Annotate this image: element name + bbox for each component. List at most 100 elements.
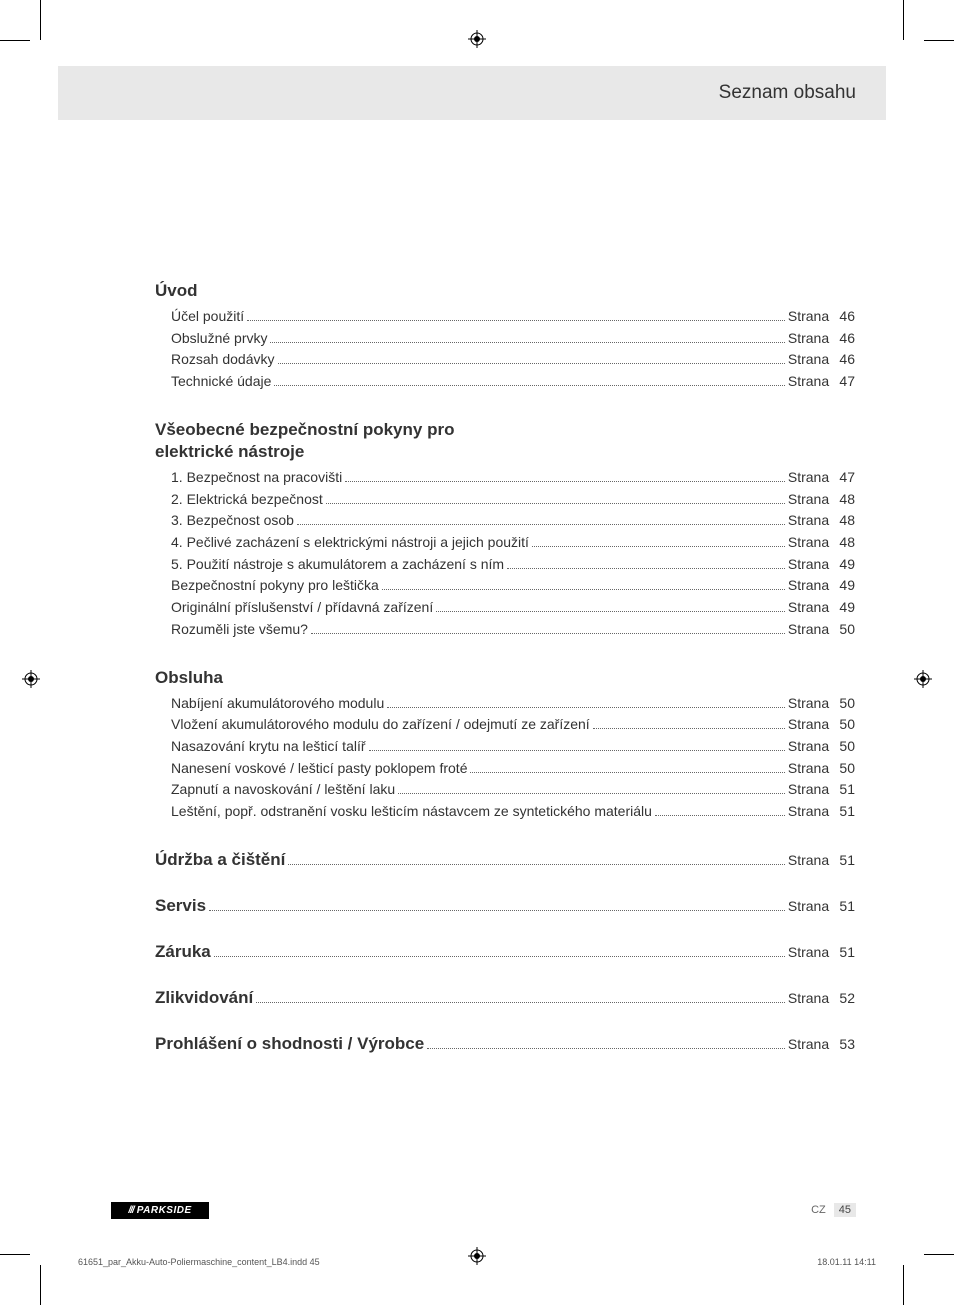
- registration-mark-icon: [468, 30, 486, 48]
- toc-row: 4. Pečlivé zacházení s elektrickými nást…: [155, 532, 855, 554]
- section-title: Údržba a čištění: [155, 849, 285, 871]
- toc-leader: [427, 1048, 785, 1049]
- toc-page-num: 50: [833, 714, 855, 736]
- toc-row: 5. Použití nástroje s akumulátorem a zac…: [155, 554, 855, 576]
- crop-mark: [40, 0, 41, 40]
- toc-leader: [311, 633, 785, 634]
- toc-row: Bezpečnostní pokyny pro leštičkaStrana 4…: [155, 575, 855, 597]
- toc-label: 2. Elektrická bezpečnost: [171, 489, 323, 511]
- toc-page-word: Strana: [788, 349, 829, 371]
- toc-row: Zapnutí a navoskování / leštění lakuStra…: [155, 779, 855, 801]
- toc-row: Leštění, popř. odstranění vosku lešticím…: [155, 801, 855, 823]
- toc-page-num: 51: [833, 898, 855, 914]
- toc-page-num: 46: [833, 328, 855, 350]
- toc-row: Rozuměli jste všemu?Strana 50: [155, 619, 855, 641]
- toc-row: Nabíjení akumulátorového modulu Strana 50: [155, 693, 855, 715]
- toc-leader: [326, 503, 785, 504]
- toc-leader: [209, 910, 785, 911]
- toc-page-num: 48: [833, 510, 855, 532]
- toc-page-num: 50: [833, 693, 855, 715]
- toc-page-word: Strana: [788, 693, 829, 715]
- toc-row: Technické údajeStrana 47: [155, 371, 855, 393]
- section-udrzba: Údržba a čištěníStrana 51: [155, 849, 855, 871]
- toc-leader: [655, 815, 785, 816]
- section-zaruka: ZárukaStrana 51: [155, 941, 855, 963]
- crop-mark: [40, 1265, 41, 1305]
- toc-page-num: 51: [833, 944, 855, 960]
- toc-label: Bezpečnostní pokyny pro leštička: [171, 575, 379, 597]
- toc-page-num: 48: [833, 532, 855, 554]
- registration-mark-icon: [22, 670, 40, 688]
- toc-row: Vložení akumulátorového modulu do zaříze…: [155, 714, 855, 736]
- toc-page-num: 50: [833, 758, 855, 780]
- toc-page-word: Strana: [788, 328, 829, 350]
- toc-label: 4. Pečlivé zacházení s elektrickými nást…: [171, 532, 529, 554]
- header-title: Seznam obsahu: [719, 82, 856, 104]
- toc-leader: [278, 363, 785, 364]
- section-bezpecnost: Všeobecné bezpečnostní pokyny proelektri…: [155, 419, 855, 641]
- toc-label: Rozuměli jste všemu?: [171, 619, 308, 641]
- toc-leader: [297, 524, 785, 525]
- toc-leader: [470, 772, 784, 773]
- toc-row: Originální příslušenství / přídavná zaří…: [155, 597, 855, 619]
- toc-label: Zapnutí a navoskování / leštění laku: [171, 779, 395, 801]
- section-title-text: Všeobecné bezpečnostní pokyny proelektri…: [155, 420, 454, 461]
- toc-row: Nanesení voskové / lešticí pasty poklope…: [155, 758, 855, 780]
- section-title: Obsluha: [155, 667, 855, 689]
- toc-label: Obslužné prvky: [171, 328, 267, 350]
- section-servis: Servis Strana 51: [155, 895, 855, 917]
- toc-page-num: 48: [833, 489, 855, 511]
- section-uvod: Úvod Účel použitíStrana 46 Obslužné prvk…: [155, 280, 855, 393]
- toc-page-word: Strana: [788, 1036, 829, 1052]
- toc-leader: [274, 385, 784, 386]
- toc-label: 3. Bezpečnost osob: [171, 510, 294, 532]
- section-title: Zlikvidování: [155, 987, 253, 1009]
- toc-page-word: Strana: [788, 758, 829, 780]
- toc-leader: [436, 611, 785, 612]
- toc-leader: [593, 728, 785, 729]
- toc-page-num: 49: [833, 597, 855, 619]
- toc-page-word: Strana: [788, 852, 829, 868]
- brand-logo: /// PARKSIDE: [111, 1202, 209, 1219]
- toc-content: Úvod Účel použitíStrana 46 Obslužné prvk…: [155, 280, 855, 1079]
- toc-label: Vložení akumulátorového modulu do zaříze…: [171, 714, 590, 736]
- toc-row: Účel použitíStrana 46: [155, 306, 855, 328]
- toc-page-word: Strana: [788, 597, 829, 619]
- footer-right: CZ 45: [811, 1203, 856, 1217]
- toc-leader: [270, 342, 784, 343]
- toc-page-word: Strana: [788, 619, 829, 641]
- toc-page-word: Strana: [788, 489, 829, 511]
- toc-page-word: Strana: [788, 898, 829, 914]
- toc-label: Technické údaje: [171, 371, 271, 393]
- toc-label: 5. Použití nástroje s akumulátorem a zac…: [171, 554, 504, 576]
- toc-label: Nanesení voskové / lešticí pasty poklope…: [171, 758, 467, 780]
- toc-page-num: 52: [833, 990, 855, 1006]
- toc-leader: [369, 750, 785, 751]
- toc-page-word: Strana: [788, 306, 829, 328]
- toc-page-word: Strana: [788, 944, 829, 960]
- toc-page-num: 46: [833, 349, 855, 371]
- toc-leader: [532, 546, 785, 547]
- toc-label: Nasazování krytu na lešticí talíř: [171, 736, 366, 758]
- toc-page-word: Strana: [788, 714, 829, 736]
- toc-label: Rozsah dodávky: [171, 349, 275, 371]
- toc-page-num: 51: [833, 779, 855, 801]
- toc-page-word: Strana: [788, 532, 829, 554]
- toc-page-num: 50: [833, 736, 855, 758]
- toc-leader: [398, 793, 785, 794]
- toc-page-word: Strana: [788, 736, 829, 758]
- footline: 61651_par_Akku-Auto-Poliermaschine_conte…: [78, 1257, 876, 1267]
- toc-label: Nabíjení akumulátorového modulu: [171, 693, 384, 715]
- toc-row: Obslužné prvky Strana 46: [155, 328, 855, 350]
- footline-timestamp: 18.01.11 14:11: [817, 1257, 876, 1267]
- section-title: Servis: [155, 895, 206, 917]
- toc-row: 3. Bezpečnost osobStrana 48: [155, 510, 855, 532]
- crop-mark: [903, 1265, 904, 1305]
- section-title: Všeobecné bezpečnostní pokyny proelektri…: [155, 419, 855, 463]
- toc-label: Leštění, popř. odstranění vosku lešticím…: [171, 801, 652, 823]
- toc-leader: [345, 481, 785, 482]
- toc-leader: [382, 589, 785, 590]
- crop-mark: [924, 1254, 954, 1255]
- toc-leader: [507, 568, 785, 569]
- toc-leader: [288, 864, 784, 865]
